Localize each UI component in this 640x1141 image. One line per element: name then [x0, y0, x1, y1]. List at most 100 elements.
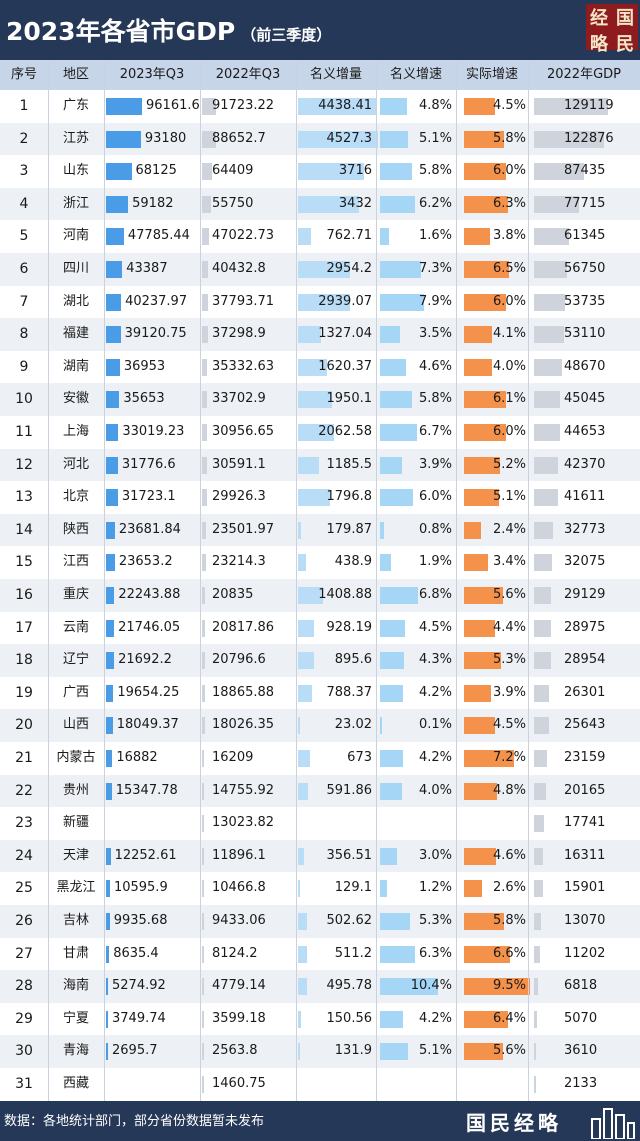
value-gdp-2022: 53735 [564, 293, 606, 309]
bar-q3-2022 [202, 98, 216, 115]
bar-q3-2022 [202, 391, 208, 409]
bar-increment [298, 163, 364, 181]
region-name: 上海 [62, 424, 89, 439]
row-index: 10 [15, 391, 33, 408]
value-q3-2022: 47022.73 [212, 228, 275, 244]
region-name: 江苏 [62, 130, 89, 146]
bar-nominal-growth [380, 619, 406, 637]
bar-real-growth [464, 521, 481, 539]
bar-q3-2022 [202, 521, 206, 539]
bar-q3-2023 [106, 782, 112, 800]
bar-real-growth [464, 619, 495, 637]
value-nominal-growth: 5.1% [418, 1043, 452, 1059]
value-nominal-growth: 4.6% [418, 358, 452, 374]
bar-q3-2023 [106, 326, 121, 344]
bar-nominal-growth [380, 261, 421, 278]
value-increment: 591.86 [326, 782, 373, 798]
bar-gdp-2022 [534, 717, 549, 735]
table-row: 10 安徽 35653 33702.9 1950.1 5.8% 6.1% 45045 [0, 383, 640, 416]
value-nominal-growth: 0.1% [418, 717, 452, 733]
bar-real-growth [464, 195, 508, 213]
value-real-growth: 4.0% [492, 358, 526, 374]
bar-real-growth [464, 717, 496, 735]
value-q3-2022: 3599.18 [212, 1010, 266, 1026]
bar-q3-2022 [202, 1076, 204, 1093]
bar-q3-2022 [202, 228, 210, 246]
value-increment: 1327.04 [318, 326, 372, 342]
bar-q3-2023 [106, 587, 115, 604]
value-gdp-2022: 16311 [564, 847, 606, 863]
value-real-growth: 3.8% [492, 228, 526, 244]
value-real-growth: 5.6% [492, 587, 526, 602]
bar-gdp-2022 [534, 815, 545, 833]
value-gdp-2022: 15901 [564, 880, 606, 896]
seal-char: 民 [616, 34, 634, 55]
value-real-growth: 4.5% [492, 98, 526, 113]
table-row: 23 新疆 13023.82 17741 [0, 807, 640, 840]
region-name: 重庆 [62, 587, 89, 602]
bar-increment [298, 391, 333, 409]
value-real-growth: 5.8% [492, 913, 526, 928]
table-row: 14 陕西 23681.84 23501.97 179.87 0.8% 2.4% 32773 [0, 513, 640, 547]
value-real-growth: 6.0% [492, 424, 526, 439]
value-increment: 4527.3 [326, 130, 373, 146]
bar-q3-2022 [202, 717, 205, 735]
bar-increment [298, 228, 312, 246]
table-row: 5 河南 47785.44 47022.73 762.71 1.6% 3.8% 61345 [0, 220, 640, 253]
bar-increment [298, 489, 330, 507]
table-row: 16 重庆 22243.88 20835 1408.88 6.8% 5.6% 29129 [0, 579, 640, 612]
bar-q3-2022 [202, 424, 207, 441]
header-bar: 2023年各省市GDP （前三季度） 经 国 略 民 [0, 0, 640, 60]
row-index: 21 [15, 750, 33, 766]
bar-gdp-2022 [534, 228, 570, 246]
column-divider [200, 60, 201, 1101]
table-row: 18 辽宁 21692.2 20796.6 895.6 4.3% 5.3% 28954 [0, 644, 640, 677]
bar-q3-2022 [202, 815, 204, 833]
value-q3-2022: 23214.3 [212, 554, 266, 570]
value-q3-2023: 18049.37 [116, 717, 179, 733]
value-real-growth: 9.5% [492, 978, 526, 994]
value-nominal-growth: 4.2% [418, 684, 452, 700]
table-row: 4 浙江 59182 55750 3432 6.2% 6.3% 77715 [0, 187, 640, 221]
seal-char: 略 [590, 34, 608, 55]
value-gdp-2022: 25643 [564, 717, 606, 733]
row-index: 24 [15, 847, 33, 864]
column-header-increment: 名义增量 [309, 67, 362, 82]
region-name: 陕西 [62, 521, 89, 537]
value-nominal-growth: 3.9% [418, 456, 452, 472]
table-row: 13 北京 31723.1 29926.3 1796.8 6.0% 5.1% 41611 [0, 481, 640, 514]
value-real-growth: 3.4% [492, 554, 526, 570]
column-header-q3-2022: 2022年Q3 [215, 67, 281, 82]
bar-increment [298, 195, 359, 213]
value-increment: 762.71 [326, 228, 373, 244]
value-real-growth: 5.1% [492, 489, 526, 505]
value-q3-2022: 29926.3 [212, 489, 266, 505]
value-q3-2023: 2695.7 [112, 1043, 158, 1059]
table-row: 24 天津 12252.61 11896.1 356.51 3.0% 4.6% 16311 [0, 839, 640, 873]
bar-nominal-growth [380, 195, 415, 213]
bar-gdp-2022 [534, 163, 585, 181]
bar-gdp-2022 [534, 456, 559, 474]
table-header: 序号 地区 2023年Q3 2022年Q3 名义增量 名义增速 实际增速 202… [0, 60, 640, 90]
bar-nominal-growth [380, 163, 413, 181]
column-header-q3-2023: 2023年Q3 [119, 67, 185, 82]
bar-nominal-growth [380, 521, 385, 539]
column-divider [456, 60, 457, 1101]
bar-gdp-2022 [534, 489, 558, 507]
value-q3-2023: 8635.4 [113, 945, 159, 961]
region-name: 湖南 [62, 358, 89, 374]
value-q3-2023: 5274.92 [112, 978, 166, 994]
value-q3-2023: 12252.61 [114, 847, 177, 863]
bar-gdp-2022 [534, 293, 565, 311]
value-nominal-growth: 5.8% [418, 391, 452, 407]
value-q3-2022: 16209 [212, 750, 254, 765]
bar-q3-2022 [202, 130, 216, 148]
bar-increment [298, 652, 314, 670]
value-gdp-2022: 5070 [564, 1010, 598, 1026]
bar-q3-2022 [202, 163, 212, 181]
bar-q3-2023 [106, 261, 123, 278]
bar-real-growth [464, 358, 492, 376]
value-q3-2022: 9433.06 [212, 913, 266, 928]
value-q3-2022: 10466.8 [212, 880, 266, 896]
bar-increment [298, 554, 306, 572]
